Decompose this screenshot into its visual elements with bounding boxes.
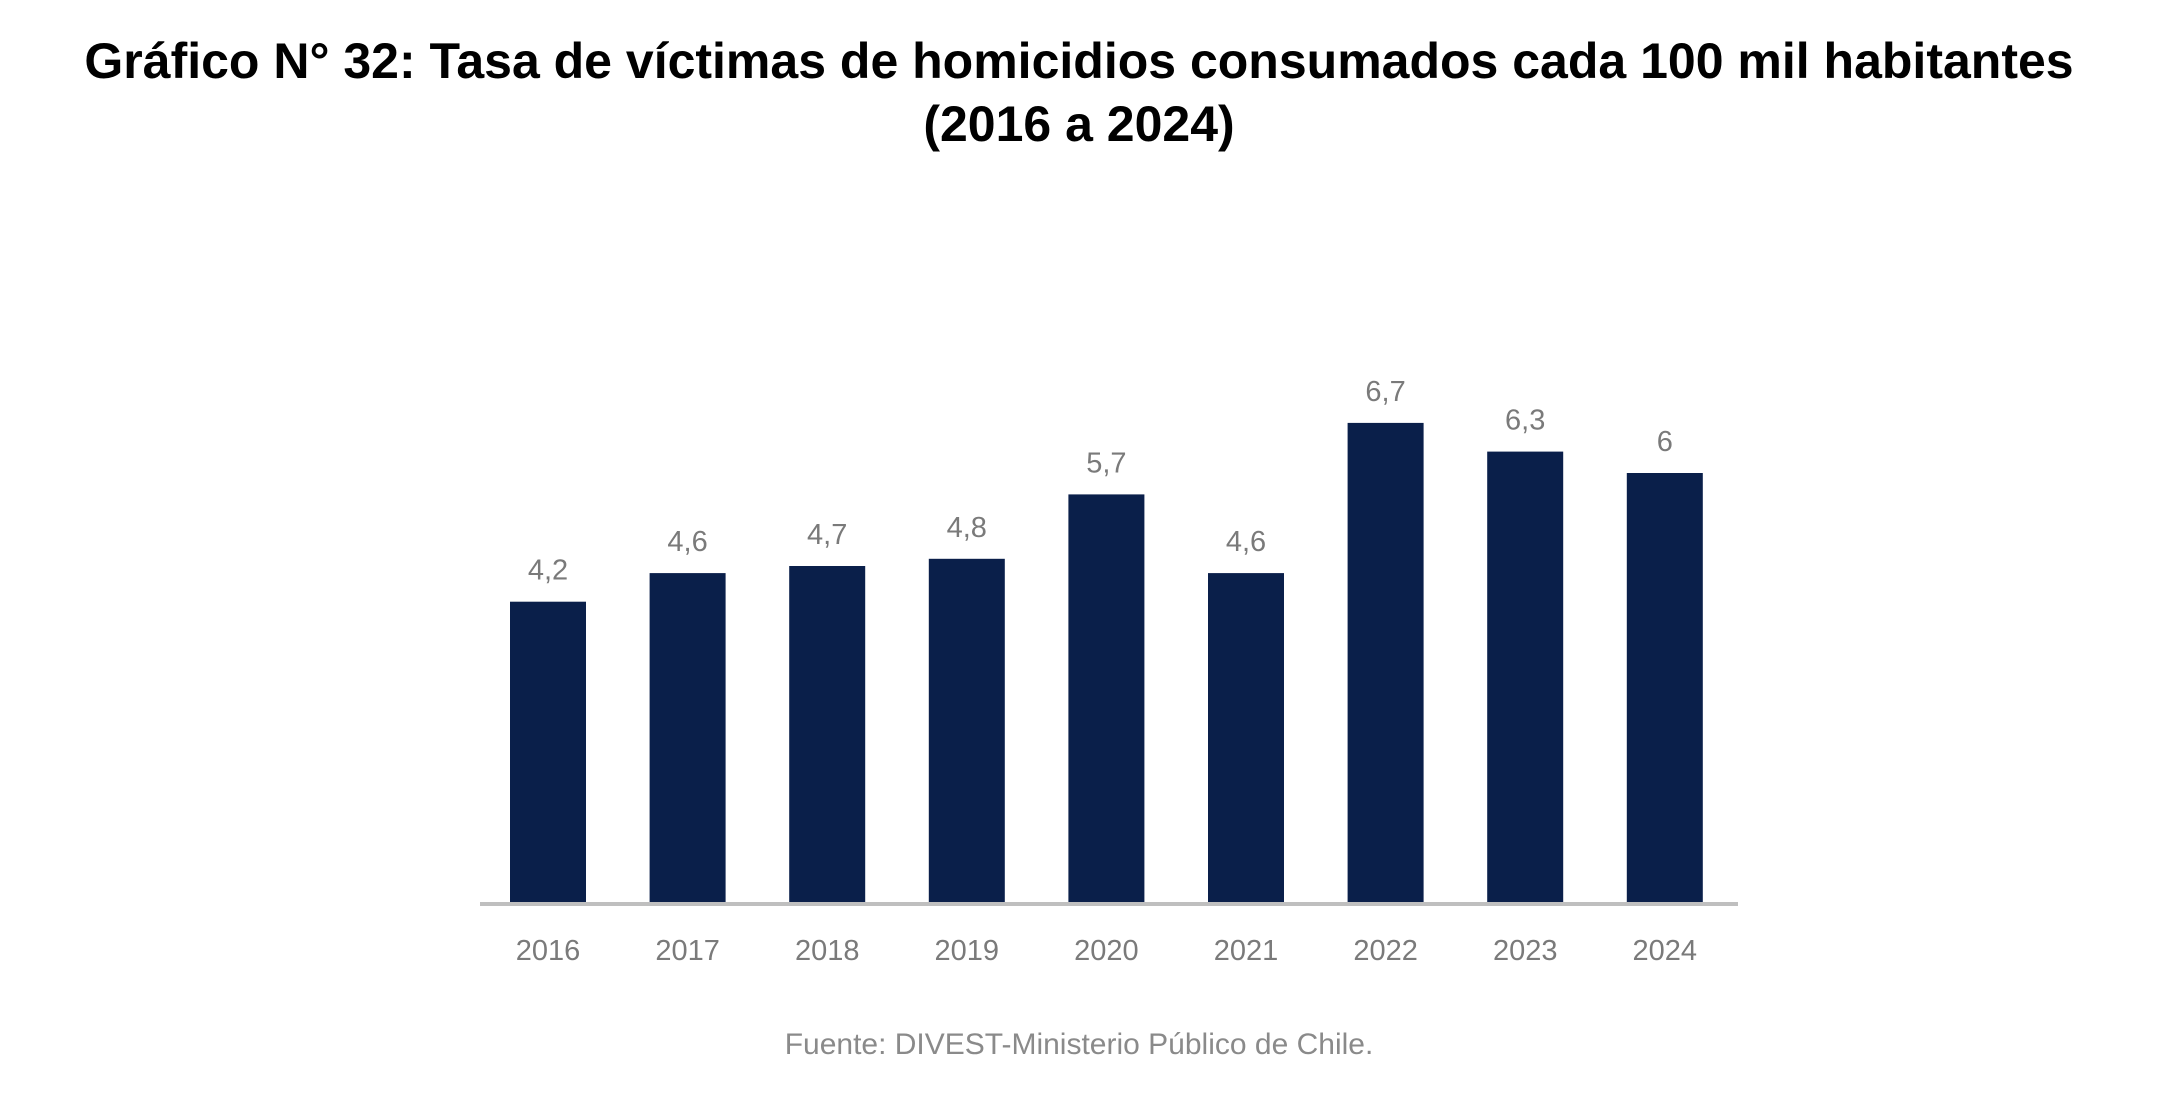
bar-2024: [1626, 473, 1703, 902]
bar-2022: [1347, 422, 1424, 902]
x-tick-label-2021: 2021: [1214, 935, 1279, 967]
x-tick-label-2022: 2022: [1353, 935, 1418, 967]
source-note: Fuente: DIVEST-Ministerio Público de Chi…: [784, 1028, 1374, 1061]
data-label-2021: 4,6: [1226, 526, 1266, 558]
x-tick-label-2016: 2016: [516, 935, 581, 967]
bar-2016: [510, 601, 586, 902]
data-label-2023: 6,3: [1505, 405, 1545, 437]
chart-title: Gráfico N° 32: Tasa de víctimas de homic…: [0, 30, 2158, 156]
bar-2021: [1208, 573, 1284, 902]
bar-2023: [1487, 451, 1564, 902]
x-tick-label-2024: 2024: [1633, 935, 1698, 967]
x-tick-label-2023: 2023: [1493, 935, 1558, 967]
bar-2019: [928, 558, 1005, 902]
data-label-2017: 4,6: [667, 526, 707, 558]
data-label-2016: 4,2: [528, 555, 568, 587]
chart-title-line-1: Gráfico N° 32: Tasa de víctimas de homic…: [84, 33, 2074, 89]
x-tick-label-2017: 2017: [655, 935, 720, 967]
data-label-2024: 6: [1657, 426, 1673, 458]
tick-labels-layer: 2016 2017 2018 2019 2020 2021 2022 2023 2024: [516, 935, 1697, 967]
bars-layer: [510, 422, 1703, 903]
x-tick-label-2018: 2018: [795, 935, 860, 967]
data-label-2020: 5,7: [1086, 447, 1126, 479]
data-label-2019: 4,8: [947, 512, 987, 544]
x-tick-label-2020: 2020: [1074, 935, 1139, 967]
data-label-2022: 6,7: [1365, 376, 1405, 408]
data-label-2018: 4,7: [807, 519, 847, 551]
x-tick-label-2019: 2019: [935, 935, 1000, 967]
bar-2018: [789, 566, 866, 903]
chart-title-line-2: (2016 a 2024): [923, 96, 1235, 152]
bar-2017: [649, 573, 726, 902]
value-labels-layer: 4,2 4,6 4,7 4,8 5,7 4,6 6,7 6,3 6: [528, 376, 1673, 587]
bar-2020: [1068, 494, 1145, 902]
